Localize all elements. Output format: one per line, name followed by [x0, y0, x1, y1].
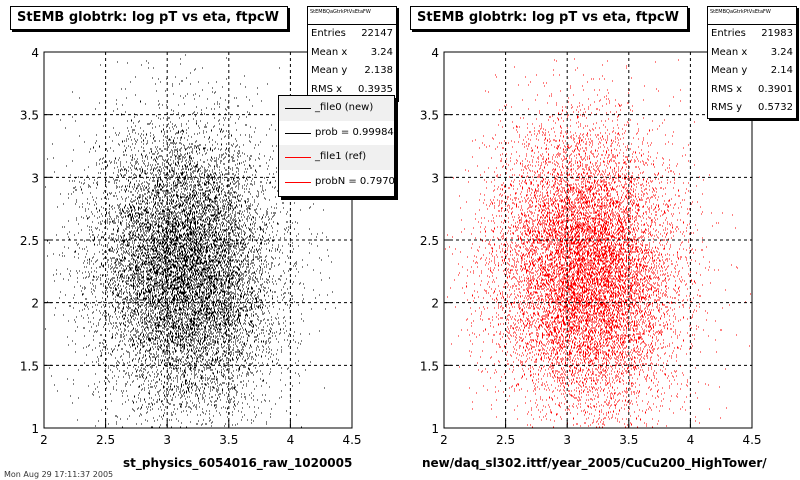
- right-stats-name: StEMBQaGtrkPtVsEtaFW: [708, 7, 796, 25]
- right-chart-title: StEMB globtrk: log pT vs eta, ftpcW: [410, 6, 688, 30]
- x-tick-label: 3: [163, 433, 171, 447]
- legend-entry: probN = 0.797038: [279, 170, 394, 195]
- legend-line: [285, 132, 311, 134]
- x-tick-label: 4.5: [742, 433, 761, 447]
- y-tick-label: 4: [431, 46, 439, 60]
- x-tick-label: 3.5: [619, 433, 638, 447]
- x-tick-label: 2.5: [96, 433, 115, 447]
- point-cloud: [45, 54, 347, 429]
- legend-line: [285, 108, 311, 109]
- x-tick-label: 4: [287, 433, 295, 447]
- legend-line: [285, 157, 311, 158]
- x-tick-label: 4.5: [342, 433, 361, 447]
- y-tick-label: 4: [31, 46, 39, 60]
- x-tick-label: 3.5: [219, 433, 238, 447]
- left-stats-name: StEMBQaGtrkPtVsEtaFW: [308, 7, 396, 25]
- y-tick-label: 1: [31, 422, 39, 436]
- point-cloud: [445, 58, 751, 429]
- right-x-axis-label: new/daq_sl302.ittf/year_2005/CuCu200_Hig…: [422, 456, 767, 470]
- left-chart-title: StEMB globtrk: log pT vs eta, ftpcW: [10, 6, 288, 30]
- left-stats-row: Mean x 3.24: [311, 46, 393, 58]
- x-tick-label: 4: [687, 433, 695, 447]
- y-tick-label: 3.5: [420, 109, 439, 123]
- data-points: [45, 54, 347, 429]
- y-tick-label: 3: [431, 171, 439, 185]
- legend-entry: prob = 0.999843: [279, 121, 394, 146]
- x-tick-label: 2.5: [496, 433, 515, 447]
- data-points: [445, 58, 751, 429]
- legend-entry: _file0 (new): [279, 96, 394, 121]
- right-chart-panel: 2 2.5 3 3.5 4 4.5 1 1.5 2 2.5 3 3.5 4 StEMB globtrk:…: [400, 0, 800, 480]
- x-tick-label: 2: [440, 433, 448, 447]
- right-stats-row: Mean x 3.24: [711, 46, 793, 58]
- right-stats-row: RMS x 0.3901: [711, 83, 793, 95]
- legend-line: [285, 181, 311, 183]
- left-stats-row: Entries 22147: [311, 28, 393, 39]
- y-tick-label: 3: [31, 171, 39, 185]
- y-tick-label: 3.5: [20, 109, 39, 123]
- y-tick-label: 1.5: [20, 359, 39, 373]
- right-scatter-plot: 2 2.5 3 3.5 4 4.5 1 1.5 2 2.5 3 3.5 4: [420, 46, 762, 447]
- y-tick-label: 2: [431, 297, 439, 311]
- y-tick-label: 1.5: [420, 359, 439, 373]
- right-stats-box: StEMBQaGtrkPtVsEtaFW Entries 21983 Mean x…: [707, 6, 797, 119]
- left-stats-row: Mean y 2.138: [311, 65, 393, 76]
- legend-box: _file0 (new) prob = 0.999843 _file1 (ref…: [278, 95, 395, 197]
- legend-entry: _file1 (ref): [279, 145, 394, 170]
- x-tick-label: 3: [563, 433, 571, 447]
- footer-timestamp: Mon Aug 29 17:11:37 2005: [4, 470, 114, 479]
- left-chart-panel: 2 2.5 3 3.5 4 4.5 1 1.5 2 2.5 3 3.5 4 StEMB globtrk:…: [10, 6, 397, 470]
- y-tick-label: 2: [31, 297, 39, 311]
- left-x-axis-label: st_physics_6054016_raw_1020005: [123, 456, 353, 470]
- left-stats-row: RMS x 0.3935: [311, 83, 393, 95]
- left-stats-box: StEMBQaGtrkPtVsEtaFW Entries 22147 Mean x…: [307, 6, 397, 100]
- y-tick-label: 2.5: [420, 234, 439, 248]
- right-stats-row: Entries 21983: [711, 28, 793, 39]
- x-tick-label: 2: [40, 433, 48, 447]
- right-stats-row: RMS y 0.5732: [711, 102, 793, 113]
- right-stats-row: Mean y 2.14: [711, 65, 793, 76]
- y-tick-label: 2.5: [20, 234, 39, 248]
- y-tick-label: 1: [431, 422, 439, 436]
